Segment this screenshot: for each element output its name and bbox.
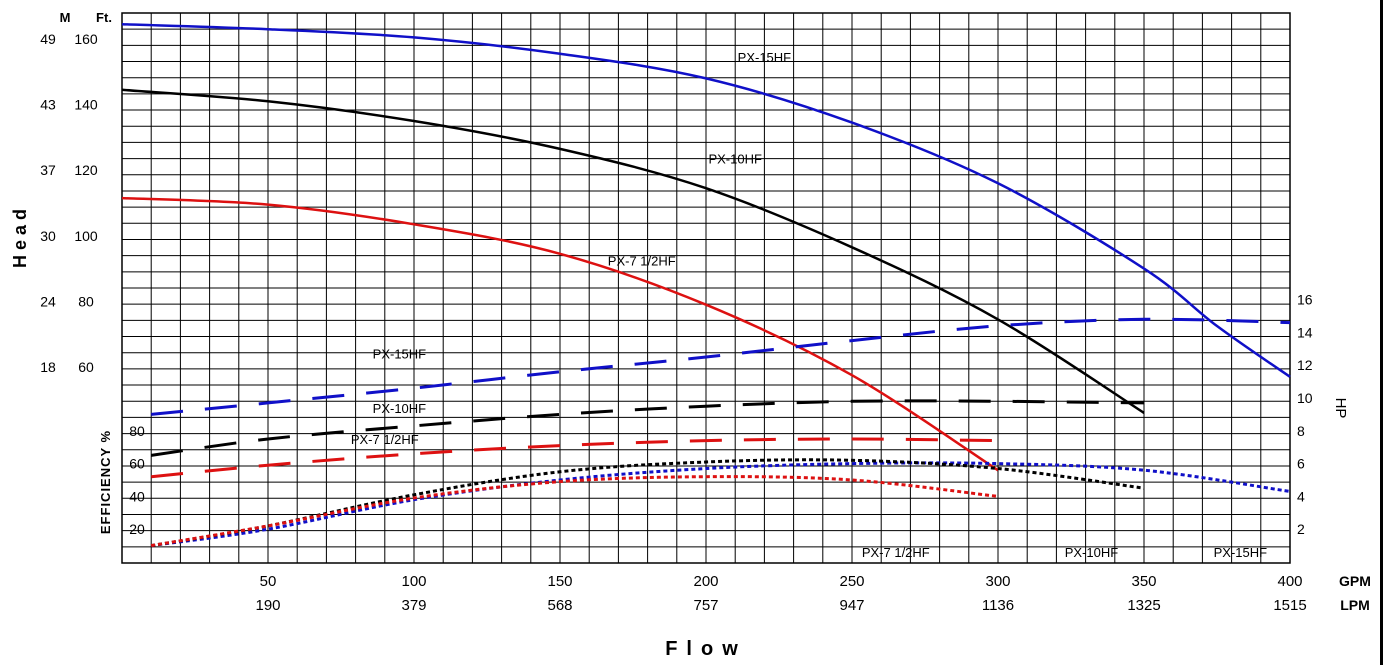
unit-m-label: M [60,10,71,25]
efficiency-curve-px-7-1-2hf [150,475,999,548]
hp-tick-label: 14 [1297,324,1313,340]
hp-tick-label: 4 [1297,488,1305,504]
head-ft-tick-label: 120 [74,162,98,178]
efficiency-label-px-10hf: PX-10HF [1065,545,1119,560]
efficiency-label-px-15hf: PX-15HF [1214,545,1268,560]
gpm-tick-label: 400 [1277,573,1302,590]
gpm-tick-label: 50 [260,573,277,590]
head-ft-tick-label: 80 [78,293,94,309]
lpm-tick-label: 568 [547,597,572,614]
efficiency-tick-label: 20 [129,521,145,537]
head-m-tick-label: 30 [40,228,56,244]
head-curve-px-15hf [121,22,1291,378]
curves [121,22,1291,548]
hp-tick-label: 8 [1297,423,1305,439]
efficiency-tick-label: 60 [129,456,145,472]
unit-gpm-label: GPM [1339,573,1371,589]
labels: PX-15HF PX-10HF PX-7 1/2HF PX-15HF PX-10HF PX… [10,10,1371,660]
grid [121,12,1291,564]
lpm-tick-label: 1515 [1273,597,1306,614]
hp-axis-title: HP [1332,398,1349,419]
hp-curve-px-10hf [150,399,1145,457]
lpm-tick-label: 190 [255,597,280,614]
head-m-tick-label: 49 [40,31,56,47]
head-m-tick-label: 24 [40,293,56,309]
hp-label-px-15hf: PX-15HF [373,347,427,362]
gpm-tick-label: 350 [1131,573,1156,590]
head-ft-tick-label: 100 [74,228,98,244]
head-curve-px-7-1-2hf [121,196,999,472]
lpm-tick-label: 757 [693,597,718,614]
efficiency-tick-label: 80 [129,423,145,439]
page-border [1380,0,1383,665]
head-m-tick-label: 37 [40,162,56,178]
gpm-tick-label: 200 [693,573,718,590]
x-axis-title: Flow [665,638,747,660]
head-label-px-7-1-2hf: PX-7 1/2HF [608,253,676,268]
head-curve-px-10hf [121,88,1145,414]
hp-label-px-10hf: PX-10HF [373,401,427,416]
hp-tick-label: 2 [1297,521,1305,537]
efficiency-curve-px-15hf [150,461,1291,548]
head-ft-tick-label: 60 [78,359,94,375]
head-label-px-10hf: PX-10HF [708,152,762,167]
gpm-tick-label: 150 [547,573,572,590]
head-m-tick-label: 43 [40,97,56,113]
head-ft-tick-label: 140 [74,97,98,113]
efficiency-curve-px-10hf [150,458,1145,548]
hp-label-px-7-1-2hf: PX-7 1/2HF [351,432,419,447]
hp-tick-label: 16 [1297,292,1313,308]
lpm-tick-label: 379 [401,597,426,614]
plot-frame [121,12,1291,564]
hp-curve-px-7-1-2hf [151,437,999,479]
unit-lpm-label: LPM [1340,597,1370,613]
head-ft-tick-label: 160 [74,31,98,47]
lpm-tick-label: 947 [839,597,864,614]
hp-curve-px-15hf [151,317,1291,416]
hp-tick-label: 12 [1297,357,1313,373]
gpm-tick-label: 250 [839,573,864,590]
lpm-tick-label: 1325 [1127,597,1160,614]
head-m-tick-label: 18 [40,359,56,375]
hp-tick-label: 10 [1297,390,1313,406]
gpm-tick-label: 300 [985,573,1010,590]
unit-ft-label: Ft. [96,10,112,25]
efficiency-tick-label: 40 [129,488,145,504]
hp-tick-label: 6 [1297,456,1305,472]
gpm-tick-label: 100 [401,573,426,590]
head-label-px-15hf: PX-15HF [738,50,792,65]
efficiency-label-px-7-1-2hf: PX-7 1/2HF [862,545,930,560]
head-axis-title: Head [10,204,30,268]
lpm-tick-label: 1136 [982,597,1014,614]
efficiency-axis-title: EFFICIENCY % [98,430,113,534]
